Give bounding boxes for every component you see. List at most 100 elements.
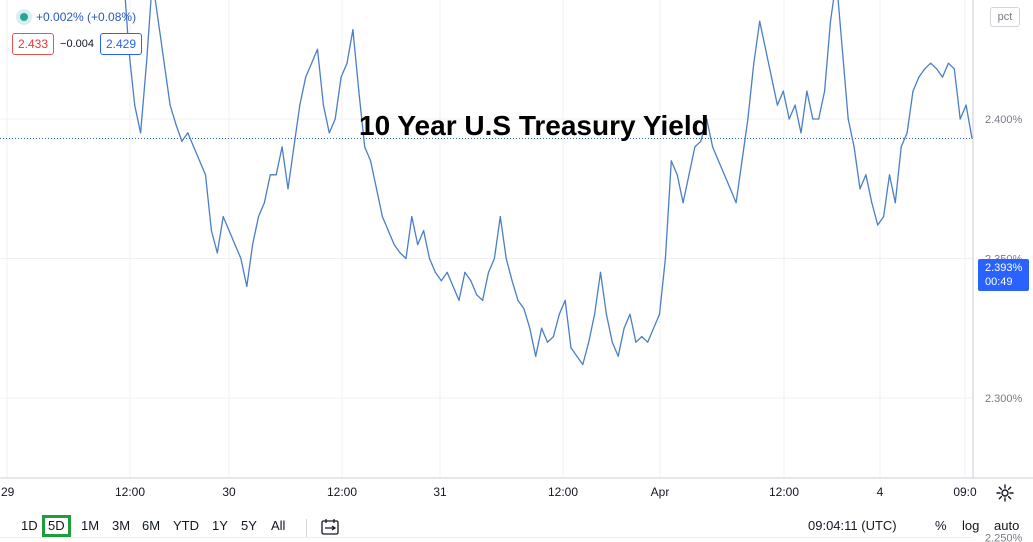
data-point [275, 174, 277, 176]
data-point [299, 104, 301, 106]
x-tick-label: 4 [877, 485, 884, 499]
data-point [877, 224, 879, 226]
data-point [529, 327, 531, 329]
data-point [393, 244, 395, 246]
data-point [871, 202, 873, 204]
data-point [328, 132, 330, 134]
data-point [493, 257, 495, 260]
data-point [452, 285, 454, 287]
data-point [269, 174, 271, 176]
log-toggle[interactable]: log [962, 518, 980, 533]
data-point [204, 174, 207, 176]
data-point [841, 48, 843, 50]
data-point [517, 299, 519, 301]
gear-icon[interactable] [995, 483, 1015, 503]
data-point [210, 230, 212, 232]
x-tick-label: 12:00 [327, 485, 357, 499]
data-point [723, 174, 726, 176]
data-point [405, 257, 407, 260]
data-point [735, 202, 737, 204]
data-point [511, 280, 513, 282]
timeframe-3m[interactable]: 3M [112, 518, 131, 533]
timeframe-5d[interactable]: 5D [42, 515, 71, 537]
data-point [747, 118, 749, 120]
utc-clock[interactable]: 09:04:11 (UTC) [808, 518, 897, 533]
x-axis: 29 12:00 30 12:00 31 12:00 Apr 12:00 4 09:0 [0, 477, 1033, 499]
timeframe-1m[interactable]: 1M [81, 518, 100, 533]
data-point [464, 271, 466, 273]
data-point [287, 188, 289, 190]
data-point [717, 160, 720, 162]
x-tick-label: 31 [433, 485, 447, 499]
data-point [818, 118, 820, 120]
data-point [240, 257, 242, 260]
data-point [428, 257, 431, 260]
x-tick-label: 12:00 [769, 485, 799, 499]
data-point [252, 244, 254, 246]
timeframe-1y[interactable]: 1Y [212, 518, 228, 533]
price-change: +0.002% (+0.08%) [36, 10, 137, 24]
auto-toggle[interactable]: auto [994, 518, 1020, 533]
data-point [599, 271, 602, 273]
percent-toggle[interactable]: % [935, 518, 947, 533]
y-tick-label: 2.250% [985, 533, 1023, 542]
data-point [794, 104, 796, 106]
timeframe-5y[interactable]: 5Y [241, 518, 257, 533]
data-point [847, 118, 849, 120]
data-point [334, 118, 336, 120]
data-point [753, 62, 755, 64]
data-point [535, 355, 537, 357]
data-point [582, 363, 584, 366]
timeframe-1d[interactable]: 1D [21, 518, 38, 533]
data-point [824, 90, 826, 92]
data-point [918, 76, 920, 78]
data-point [140, 132, 142, 134]
data-point [706, 118, 708, 120]
data-point [635, 341, 637, 343]
data-point [222, 216, 224, 218]
data-point [782, 90, 784, 92]
timeframe-ytd[interactable]: YTD [173, 518, 199, 533]
data-point [700, 140, 702, 142]
data-point [953, 68, 955, 70]
data-point [676, 174, 678, 176]
timeframe-6m[interactable]: 6M [142, 518, 161, 533]
data-point [682, 202, 684, 204]
unit-label[interactable]: pct [990, 7, 1020, 27]
x-tick-label: 09:0 [953, 485, 977, 499]
data-point [900, 146, 902, 148]
bid-price[interactable]: 2.433 [12, 33, 55, 55]
data-point [941, 76, 944, 78]
data-point [694, 146, 696, 148]
data-point [541, 327, 543, 329]
data-point [134, 104, 136, 106]
data-point [741, 160, 743, 162]
data-point [145, 62, 148, 64]
data-point [470, 280, 472, 282]
data-point [482, 299, 484, 301]
data-point [653, 327, 655, 329]
x-tick-label: 12:00 [115, 485, 145, 499]
yield-line-series [124, 0, 973, 366]
data-point [311, 62, 313, 64]
data-point [658, 313, 661, 315]
data-point [381, 216, 383, 218]
data-point [770, 76, 773, 78]
data-point [358, 90, 360, 92]
y-tick-label: 2.300% [985, 393, 1023, 405]
date-range-icon[interactable] [320, 518, 340, 536]
data-point [611, 341, 613, 343]
data-point [193, 146, 195, 148]
data-point [370, 160, 372, 162]
data-point [629, 313, 631, 315]
data-point [163, 62, 165, 64]
data-point [216, 252, 218, 254]
data-point [959, 118, 961, 120]
data-point [670, 160, 672, 162]
timeframe-all[interactable]: All [271, 518, 286, 533]
data-point [199, 160, 201, 162]
ask-price[interactable]: 2.429 [99, 33, 143, 55]
data-point [446, 271, 448, 273]
data-point [340, 76, 342, 78]
